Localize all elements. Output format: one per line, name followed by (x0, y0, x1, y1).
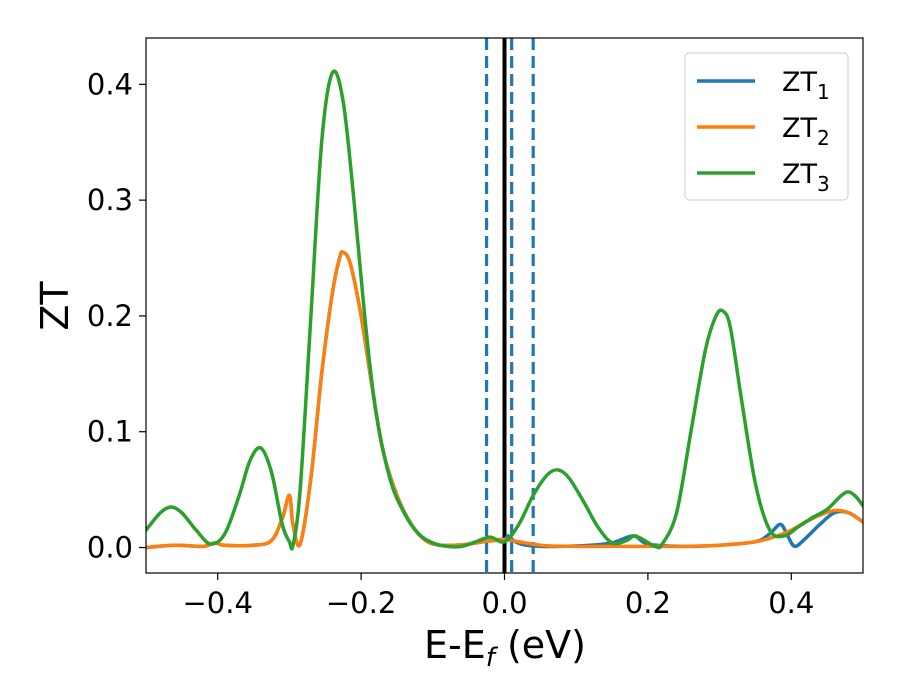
series-line-zt3 (146, 69, 863, 551)
legend-label-zt1: ZT1 (782, 67, 830, 104)
x-axis-label-tail: (eV) (495, 623, 586, 667)
legend[interactable]: ZT1 ZT2 ZT3 (684, 52, 849, 201)
x-tick-label: −0.4 (182, 586, 252, 620)
legend-label-zt2: ZT2 (782, 113, 830, 150)
x-tick-label: 0.0 (481, 586, 527, 620)
y-axis-label: ZT (33, 281, 77, 331)
series-lines (146, 69, 863, 551)
y-tick-label: 0.2 (87, 299, 133, 333)
y-tick-label: 0.3 (87, 183, 133, 217)
legend-label-zt3: ZT3 (782, 159, 830, 196)
x-tick-label: 0.4 (768, 586, 814, 620)
y-tick-label: 0.4 (87, 67, 133, 101)
x-axis-ticks: −0.4 −0.2 0.0 0.2 0.4 (182, 573, 814, 620)
y-tick-label: 0.0 (87, 531, 133, 565)
y-tick-label: 0.1 (87, 415, 133, 449)
x-axis-label-base: E-E (424, 623, 486, 667)
x-tick-label: 0.2 (625, 586, 671, 620)
y-axis-ticks: 0.0 0.1 0.2 0.3 0.4 (87, 67, 146, 565)
x-axis-label: E-Ef (eV) (424, 623, 586, 673)
x-tick-label: −0.2 (326, 586, 396, 620)
vertical-reference-lines (484, 38, 535, 573)
legend-box (684, 52, 849, 201)
